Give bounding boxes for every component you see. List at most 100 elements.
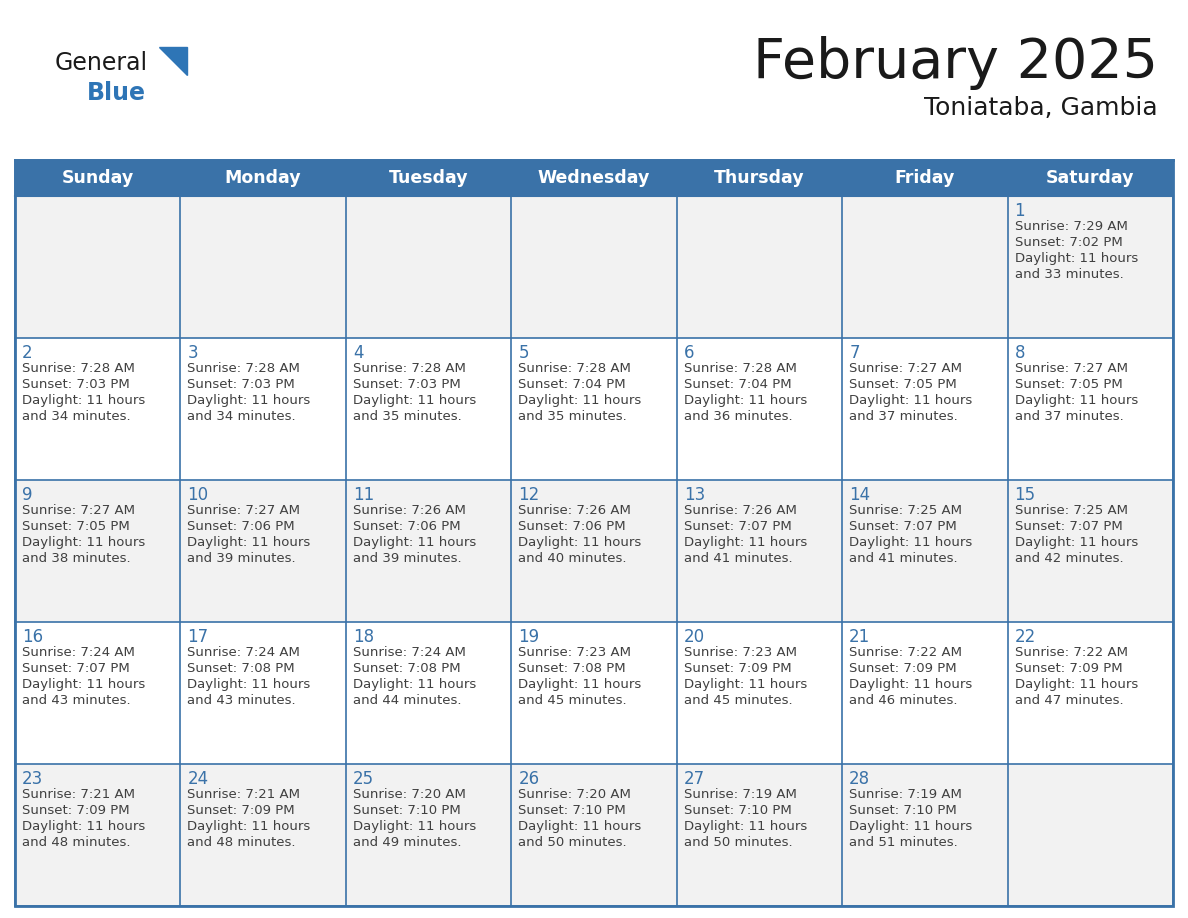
Polygon shape [159, 47, 187, 75]
Text: Sunrise: 7:22 AM: Sunrise: 7:22 AM [1015, 646, 1127, 659]
Text: and 46 minutes.: and 46 minutes. [849, 694, 958, 707]
Text: Sunset: 7:07 PM: Sunset: 7:07 PM [1015, 520, 1123, 533]
Bar [15, 160, 1173, 906]
Text: Sunrise: 7:19 AM: Sunrise: 7:19 AM [849, 788, 962, 801]
Text: and 43 minutes.: and 43 minutes. [23, 694, 131, 707]
Text: Sunset: 7:08 PM: Sunset: 7:08 PM [353, 662, 461, 675]
Text: Daylight: 11 hours: Daylight: 11 hours [1015, 252, 1138, 265]
Text: and 35 minutes.: and 35 minutes. [353, 410, 462, 423]
Text: and 45 minutes.: and 45 minutes. [518, 694, 627, 707]
Text: Sunrise: 7:26 AM: Sunrise: 7:26 AM [353, 504, 466, 517]
Text: and 37 minutes.: and 37 minutes. [1015, 410, 1124, 423]
Text: Daylight: 11 hours: Daylight: 11 hours [188, 394, 311, 407]
Bar [15, 480, 1173, 622]
Bar [15, 622, 1173, 764]
Text: Sunset: 7:09 PM: Sunset: 7:09 PM [684, 662, 791, 675]
Text: Sunrise: 7:23 AM: Sunrise: 7:23 AM [518, 646, 631, 659]
Text: Sunset: 7:09 PM: Sunset: 7:09 PM [188, 804, 295, 817]
Text: Sunset: 7:09 PM: Sunset: 7:09 PM [1015, 662, 1123, 675]
Text: Sunset: 7:09 PM: Sunset: 7:09 PM [23, 804, 129, 817]
Text: Sunrise: 7:22 AM: Sunrise: 7:22 AM [849, 646, 962, 659]
Text: Sunrise: 7:28 AM: Sunrise: 7:28 AM [684, 362, 797, 375]
Text: Sunset: 7:08 PM: Sunset: 7:08 PM [518, 662, 626, 675]
Text: 22: 22 [1015, 628, 1036, 646]
Text: 7: 7 [849, 344, 860, 362]
Text: Daylight: 11 hours: Daylight: 11 hours [849, 394, 973, 407]
Text: Sunset: 7:08 PM: Sunset: 7:08 PM [188, 662, 295, 675]
Text: Friday: Friday [895, 169, 955, 187]
Text: Daylight: 11 hours: Daylight: 11 hours [353, 394, 476, 407]
Text: 9: 9 [23, 486, 32, 504]
Text: Daylight: 11 hours: Daylight: 11 hours [188, 678, 311, 691]
Text: and 37 minutes.: and 37 minutes. [849, 410, 958, 423]
Text: Sunrise: 7:19 AM: Sunrise: 7:19 AM [684, 788, 797, 801]
Text: Tuesday: Tuesday [388, 169, 468, 187]
Text: Sunrise: 7:27 AM: Sunrise: 7:27 AM [849, 362, 962, 375]
Text: Sunrise: 7:28 AM: Sunrise: 7:28 AM [188, 362, 301, 375]
Text: 21: 21 [849, 628, 871, 646]
Text: 2: 2 [23, 344, 32, 362]
Text: Sunset: 7:05 PM: Sunset: 7:05 PM [849, 378, 956, 391]
Text: Sunrise: 7:20 AM: Sunrise: 7:20 AM [518, 788, 631, 801]
Text: Sunset: 7:06 PM: Sunset: 7:06 PM [518, 520, 626, 533]
Text: Sunrise: 7:23 AM: Sunrise: 7:23 AM [684, 646, 797, 659]
Text: Daylight: 11 hours: Daylight: 11 hours [1015, 536, 1138, 549]
Text: Sunrise: 7:27 AM: Sunrise: 7:27 AM [1015, 362, 1127, 375]
Text: Wednesday: Wednesday [538, 169, 650, 187]
Text: Saturday: Saturday [1047, 169, 1135, 187]
Text: Sunset: 7:07 PM: Sunset: 7:07 PM [23, 662, 129, 675]
Text: Daylight: 11 hours: Daylight: 11 hours [353, 536, 476, 549]
Text: and 50 minutes.: and 50 minutes. [684, 836, 792, 849]
Text: Daylight: 11 hours: Daylight: 11 hours [188, 536, 311, 549]
Text: 3: 3 [188, 344, 198, 362]
Text: Sunrise: 7:28 AM: Sunrise: 7:28 AM [518, 362, 631, 375]
Text: Sunset: 7:09 PM: Sunset: 7:09 PM [849, 662, 956, 675]
Text: 13: 13 [684, 486, 704, 504]
Text: 10: 10 [188, 486, 209, 504]
Text: 5: 5 [518, 344, 529, 362]
Text: Sunrise: 7:25 AM: Sunrise: 7:25 AM [849, 504, 962, 517]
Text: 6: 6 [684, 344, 694, 362]
Text: Sunrise: 7:20 AM: Sunrise: 7:20 AM [353, 788, 466, 801]
Text: Sunset: 7:06 PM: Sunset: 7:06 PM [188, 520, 295, 533]
Text: 11: 11 [353, 486, 374, 504]
Text: Sunrise: 7:25 AM: Sunrise: 7:25 AM [1015, 504, 1127, 517]
Text: Daylight: 11 hours: Daylight: 11 hours [518, 536, 642, 549]
Text: Sunrise: 7:27 AM: Sunrise: 7:27 AM [23, 504, 135, 517]
Text: Sunset: 7:10 PM: Sunset: 7:10 PM [518, 804, 626, 817]
Text: and 40 minutes.: and 40 minutes. [518, 552, 627, 565]
Text: 19: 19 [518, 628, 539, 646]
Text: and 41 minutes.: and 41 minutes. [684, 552, 792, 565]
Text: Sunrise: 7:21 AM: Sunrise: 7:21 AM [188, 788, 301, 801]
Text: Sunset: 7:03 PM: Sunset: 7:03 PM [188, 378, 295, 391]
Text: Daylight: 11 hours: Daylight: 11 hours [518, 820, 642, 833]
Text: Sunset: 7:07 PM: Sunset: 7:07 PM [684, 520, 791, 533]
Bar [15, 764, 1173, 906]
Text: Sunrise: 7:26 AM: Sunrise: 7:26 AM [684, 504, 797, 517]
Text: Daylight: 11 hours: Daylight: 11 hours [684, 394, 807, 407]
Text: 14: 14 [849, 486, 871, 504]
Bar [15, 160, 1173, 196]
Text: 15: 15 [1015, 486, 1036, 504]
Text: Thursday: Thursday [714, 169, 804, 187]
Text: and 33 minutes.: and 33 minutes. [1015, 268, 1124, 281]
Text: Daylight: 11 hours: Daylight: 11 hours [188, 820, 311, 833]
Text: Sunset: 7:04 PM: Sunset: 7:04 PM [684, 378, 791, 391]
Text: Daylight: 11 hours: Daylight: 11 hours [684, 820, 807, 833]
Text: Daylight: 11 hours: Daylight: 11 hours [849, 820, 973, 833]
Text: 17: 17 [188, 628, 209, 646]
Text: Daylight: 11 hours: Daylight: 11 hours [1015, 678, 1138, 691]
Text: and 48 minutes.: and 48 minutes. [23, 836, 131, 849]
Text: Daylight: 11 hours: Daylight: 11 hours [23, 394, 145, 407]
Text: and 41 minutes.: and 41 minutes. [849, 552, 958, 565]
Text: 20: 20 [684, 628, 704, 646]
Text: Daylight: 11 hours: Daylight: 11 hours [684, 678, 807, 691]
Text: Monday: Monday [225, 169, 302, 187]
Text: 25: 25 [353, 770, 374, 788]
Text: Sunset: 7:02 PM: Sunset: 7:02 PM [1015, 236, 1123, 249]
Text: Sunrise: 7:29 AM: Sunrise: 7:29 AM [1015, 220, 1127, 233]
Text: Sunday: Sunday [62, 169, 134, 187]
Text: Sunrise: 7:24 AM: Sunrise: 7:24 AM [353, 646, 466, 659]
Text: and 50 minutes.: and 50 minutes. [518, 836, 627, 849]
Text: Daylight: 11 hours: Daylight: 11 hours [353, 820, 476, 833]
